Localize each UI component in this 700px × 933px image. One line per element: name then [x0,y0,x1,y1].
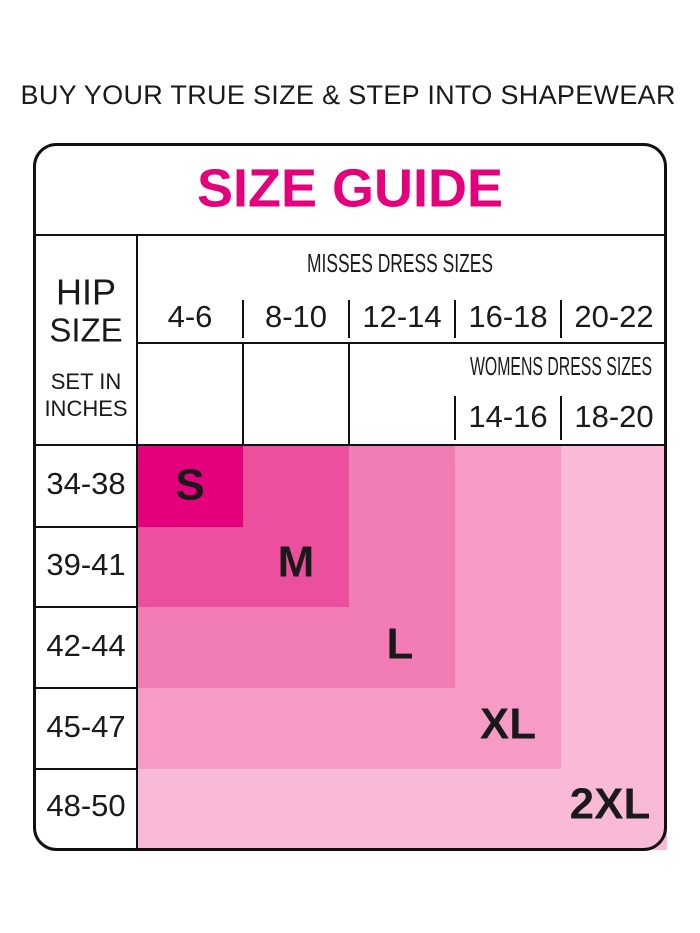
frame [33,143,667,851]
hip-label: SET IN [51,369,122,394]
misses-size: 12-14 [362,299,441,334]
womens-size: 14-16 [468,399,547,434]
size-label: XL [480,700,536,749]
womens-size: 18-20 [574,399,653,434]
size-label: 2XL [570,780,651,829]
hip-label: INCHES [44,396,127,421]
hip-range: 45-47 [46,709,125,744]
womens-title: WOMENS DRESS SIZES [470,351,652,381]
misses-size: 16-18 [468,299,547,334]
misses-size: 8-10 [265,299,327,334]
misses-size: 4-6 [168,299,213,334]
hip-label: HIP [56,272,116,313]
title: SIZE GUIDE [197,158,503,218]
hip-range: 48-50 [46,788,125,823]
tagline: BUY YOUR TRUE SIZE & STEP INTO SHAPEWEAR [21,80,676,110]
grid [34,234,666,849]
size-label: M [278,538,315,587]
hip-range: 39-41 [46,547,125,582]
size-label: L [387,620,414,669]
hip-range: 34-38 [46,466,125,501]
hip-range: 42-44 [46,628,125,663]
misses-size: 20-22 [574,299,653,334]
hip-label: SIZE [49,312,122,349]
region-s [137,445,243,527]
misses-title: MISSES DRESS SIZES [307,248,493,278]
size-label: S [175,461,204,510]
